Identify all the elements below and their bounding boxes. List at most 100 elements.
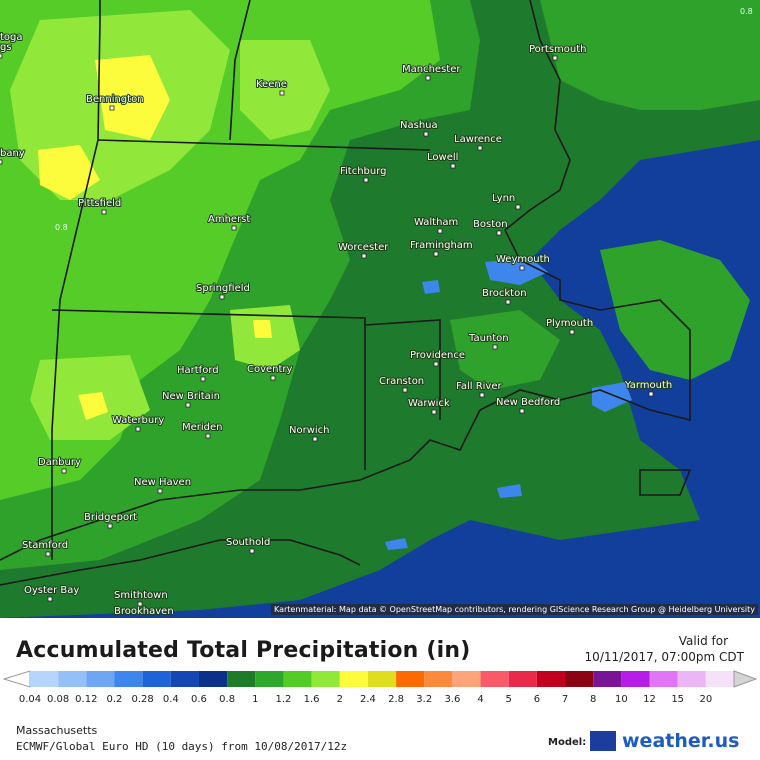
city-label: Waterbury: [112, 415, 164, 426]
city-marker: [450, 163, 456, 169]
city-marker: [137, 601, 143, 607]
city-marker: [0, 159, 3, 165]
weather-us-logo[interactable]: weather.us: [590, 730, 740, 756]
colorbar-swatch: [705, 671, 734, 687]
city-label: Yarmouth: [624, 380, 672, 391]
city-marker: [437, 228, 443, 234]
city-label: Nashua: [400, 120, 438, 131]
city-marker: [425, 75, 431, 81]
colorbar-swatch: [311, 671, 340, 687]
city-label: Boston: [473, 219, 508, 230]
colorbar-swatch: [30, 671, 59, 687]
colorbar-tick-label: 2: [337, 694, 343, 705]
city-marker: [519, 265, 525, 271]
colorbar-swatch: [480, 671, 509, 687]
colorbar-tick-label: 0.04: [19, 694, 41, 705]
city-label: gs: [0, 42, 12, 53]
map-attribution: Kartenmaterial: Map data © OpenStreetMap…: [270, 604, 758, 615]
colorbar-tick-label: 7: [562, 694, 568, 705]
city-marker: [496, 230, 502, 236]
colorbar-swatch: [86, 671, 115, 687]
colorbar-tick-label: 6: [534, 694, 540, 705]
colorbar-swatch: [677, 671, 706, 687]
city-marker: [433, 361, 439, 367]
city-label: Manchester: [402, 64, 461, 75]
city-marker: [101, 209, 107, 215]
colorbar-tick-label: 3.6: [444, 694, 460, 705]
valid-time: 10/11/2017, 07:00pm CDT: [584, 650, 744, 664]
band-0.4-b: [592, 382, 632, 412]
city-marker: [477, 145, 483, 151]
city-marker: [552, 55, 558, 61]
colorbar-tick-label: 0.6: [191, 694, 207, 705]
city-marker: [200, 376, 206, 382]
colorbar-tick-label: 1: [252, 694, 258, 705]
colorbar-tick-label: 4: [477, 694, 483, 705]
colorbar-swatch: [621, 671, 650, 687]
city-label: Bennington: [86, 94, 144, 105]
city-label: Southold: [226, 537, 270, 548]
city-label: Danbury: [38, 457, 81, 468]
city-label: Providence: [410, 350, 465, 361]
colorbar-tick-label: 8: [590, 694, 596, 705]
colorbar-tick-label: 0.28: [132, 694, 154, 705]
colorbar-swatch: [255, 671, 284, 687]
colorbar-swatch: [142, 671, 171, 687]
contour-label: 0.8: [55, 223, 68, 232]
colorbar-swatch: [198, 671, 228, 687]
band-0.4-d: [385, 538, 408, 550]
city-label: Lowell: [427, 152, 458, 163]
city-label: bany: [0, 148, 25, 159]
city-marker: [135, 426, 141, 432]
legend-title: Accumulated Total Precipitation (in): [16, 638, 471, 663]
city-marker: [479, 392, 485, 398]
city-label: Coventry: [247, 364, 293, 375]
city-marker: [312, 436, 318, 442]
city-marker: [492, 344, 498, 350]
city-marker: [361, 253, 367, 259]
colorbar-swatch: [396, 671, 425, 687]
city-label: Keene: [256, 79, 287, 90]
band-1.6-b: [38, 145, 100, 200]
city-label: Springfield: [196, 283, 250, 294]
band-0.4-c: [497, 484, 522, 498]
city-label: Cranston: [379, 376, 424, 387]
city-marker: [423, 131, 429, 137]
precipitation-map[interactable]: 0.8 0.8 toga gs Bennington Keene Manchester P…: [0, 0, 760, 618]
city-label: New Haven: [134, 477, 191, 488]
band-1.6-c: [78, 392, 108, 420]
city-label: Brockton: [482, 288, 527, 299]
city-label: Fitchburg: [340, 166, 387, 177]
city-label: Warwick: [408, 398, 450, 409]
city-marker: [249, 548, 255, 554]
colorbar-tick-label: 20: [699, 694, 712, 705]
city-label: Weymouth: [496, 254, 550, 265]
city-label: Fall River: [456, 381, 502, 392]
colorbar-tick-label: 0.8: [219, 694, 235, 705]
legend-panel: [0, 618, 760, 760]
colorbar-tick-label: 15: [671, 694, 684, 705]
city-label: New Bedford: [496, 397, 560, 408]
city-marker: [107, 523, 113, 529]
city-marker: [109, 105, 115, 111]
colorbar-swatch: [114, 671, 143, 687]
city-label: Brookhaven: [114, 606, 174, 617]
colorbar-tick-label: 0.08: [47, 694, 69, 705]
city-marker: [185, 402, 191, 408]
city-marker: [505, 299, 511, 305]
band-0.8-d: [450, 310, 560, 390]
colorbar-swatch: [508, 671, 537, 687]
city-label: Portsmouth: [529, 44, 587, 55]
colorbar: 0.04 0.08 0.12 0.2 0.28 0.4 0.6 0.8 1 1.2 1.6 2 2.4 2…: [0, 668, 760, 708]
city-label: Framingham: [410, 240, 473, 251]
colorbar-swatch: [283, 671, 312, 687]
city-marker: [45, 551, 51, 557]
band-1.2-b: [240, 40, 330, 140]
colorbar-tick-label: 0.4: [163, 694, 179, 705]
colorbar-swatch: [227, 671, 256, 687]
city-label: Norwich: [289, 425, 330, 436]
colorbar-swatch: [649, 671, 678, 687]
city-label: Pittsfield: [78, 198, 121, 209]
city-marker: [219, 294, 225, 300]
